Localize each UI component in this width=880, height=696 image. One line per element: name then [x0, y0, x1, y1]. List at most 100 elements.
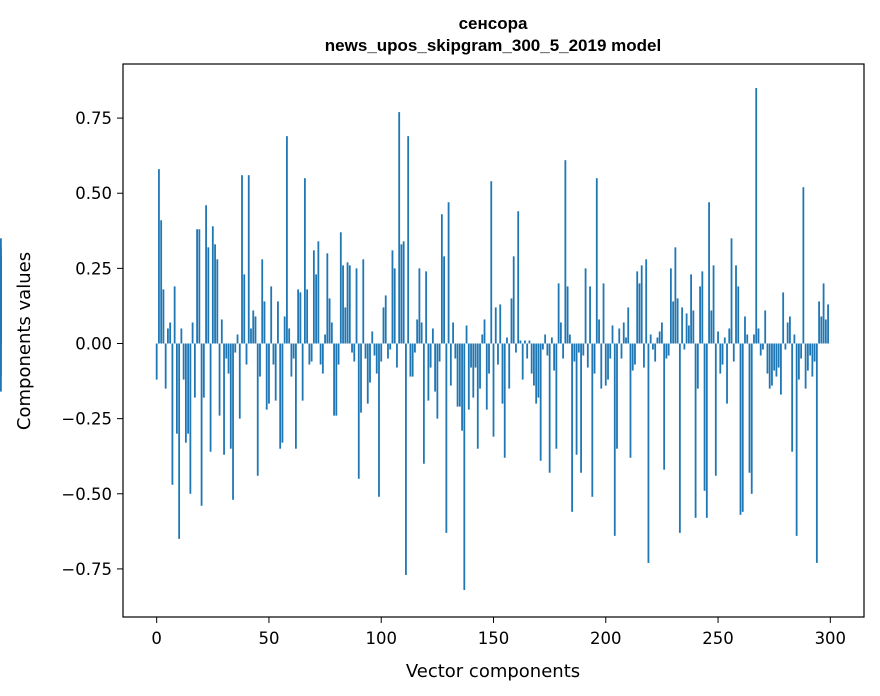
bar-127 — [440, 214, 443, 344]
bar-180 — [559, 322, 562, 344]
bar-170 — [537, 343, 540, 398]
bar-242 — [699, 286, 701, 344]
bar-205 — [616, 343, 618, 449]
bar-133 — [454, 343, 457, 359]
bar-269 — [759, 343, 762, 356]
bar-21 — [202, 343, 205, 398]
bar-240 — [694, 343, 697, 518]
bar-118 — [420, 322, 423, 344]
bar-233 — [678, 343, 681, 533]
bar-46 — [259, 343, 261, 377]
bar-195 — [593, 343, 596, 374]
bar-72 — [317, 241, 320, 344]
bar-62 — [295, 343, 297, 449]
bar-32 — [227, 343, 230, 374]
bar-33 — [229, 343, 232, 449]
bar-99 — [378, 343, 380, 497]
bar-15 — [189, 343, 192, 494]
bar-147 — [485, 343, 488, 410]
bar-22 — [205, 205, 207, 344]
bar-297 — [822, 283, 825, 344]
x-axis-ticks: 0 50 100 150 200 250 300 — [151, 617, 846, 648]
bar-36 — [236, 334, 239, 344]
bar-34 — [232, 343, 234, 500]
bar-38 — [241, 175, 243, 344]
bar-112 — [407, 136, 410, 344]
bar-293 — [813, 343, 816, 362]
bar-8 — [173, 286, 176, 344]
bar-107 — [396, 343, 398, 368]
bar-146 — [483, 319, 486, 344]
bar-104 — [389, 343, 392, 350]
bar-109 — [400, 244, 403, 344]
bar-186 — [573, 343, 576, 362]
bar-47 — [261, 259, 264, 344]
bar-undefined — [0, 334, 2, 344]
bar-1 — [158, 169, 160, 344]
bar-136 — [461, 343, 463, 431]
y-tick-label: 0.25 — [75, 259, 112, 278]
bar-67 — [306, 289, 309, 344]
bar-69 — [310, 343, 313, 362]
bar-183 — [566, 286, 569, 344]
bar-274 — [771, 343, 773, 386]
bar-132 — [452, 322, 454, 344]
bar-232 — [676, 298, 679, 344]
bar-223 — [656, 337, 659, 344]
y-tick-label: −0.75 — [61, 560, 112, 579]
bar-0 — [155, 343, 158, 380]
bar-158 — [510, 298, 513, 344]
bar-175 — [548, 343, 551, 473]
bar-14 — [187, 343, 190, 434]
bar-200 — [604, 343, 607, 386]
bar-194 — [591, 343, 594, 497]
bar-291 — [809, 343, 812, 356]
bar-247 — [710, 310, 713, 344]
bar-212 — [631, 343, 634, 371]
bar-206 — [618, 328, 621, 344]
bar-273 — [768, 343, 771, 389]
bar-271 — [764, 310, 767, 344]
bar-216 — [640, 265, 643, 344]
bar-125 — [436, 343, 439, 419]
bar-178 — [555, 343, 558, 449]
bar-283 — [791, 343, 794, 452]
bar-197 — [598, 319, 600, 344]
bar-173 — [544, 334, 547, 344]
bar-120 — [425, 271, 428, 344]
x-tick-label: 250 — [702, 629, 734, 648]
bar-151 — [494, 307, 497, 344]
bar-164 — [524, 340, 526, 344]
bar-246 — [708, 202, 710, 344]
bar-3 — [162, 289, 165, 344]
bar-238 — [690, 274, 692, 344]
bar-188 — [577, 343, 580, 353]
bar-256 — [730, 238, 733, 344]
bar-68 — [308, 343, 311, 365]
bar-82 — [339, 232, 342, 344]
bar-185 — [571, 343, 573, 512]
bar-275 — [773, 343, 776, 371]
x-tick-label: 200 — [590, 629, 622, 648]
bar-95 — [369, 343, 371, 383]
bar-210 — [627, 307, 630, 344]
bar-5 — [167, 328, 169, 344]
y-tick-label: 0.50 — [75, 184, 112, 203]
bar-208 — [622, 322, 625, 344]
bar-103 — [387, 343, 389, 359]
bar-254 — [726, 343, 728, 404]
bar-73 — [319, 343, 322, 365]
x-tick-label: 0 — [151, 629, 162, 648]
bar-161 — [517, 211, 520, 344]
bar-284 — [793, 334, 796, 344]
bar-42 — [250, 328, 252, 344]
bar-10 — [178, 343, 181, 539]
y-axis-label: Components values — [14, 252, 35, 430]
bar-241 — [696, 343, 699, 389]
bar-17 — [193, 343, 196, 398]
bar-190 — [582, 343, 585, 356]
bar-90 — [357, 343, 360, 479]
bar-227 — [665, 343, 668, 359]
bar-152 — [497, 343, 499, 365]
bar-98 — [375, 343, 378, 374]
